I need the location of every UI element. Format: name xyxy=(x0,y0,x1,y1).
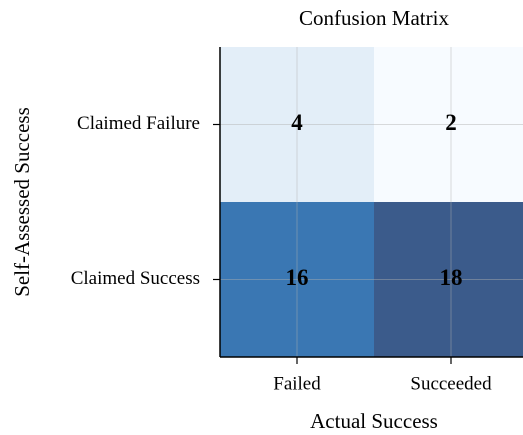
x-tick-label: Failed xyxy=(273,373,321,394)
value-label: 16 xyxy=(286,265,309,290)
chart-title: Confusion Matrix xyxy=(299,6,449,30)
y-axis-label: Self-Assessed Success xyxy=(10,107,34,297)
value-label: 18 xyxy=(440,265,463,290)
x-axis-label: Actual Success xyxy=(310,409,438,433)
heatmap-cell xyxy=(220,202,374,357)
y-tick-label: Claimed Success xyxy=(71,268,200,289)
heatmap-cell xyxy=(374,202,523,357)
value-label: 4 xyxy=(291,110,303,135)
x-tick-label: Succeeded xyxy=(410,373,492,394)
y-tick-label: Claimed Failure xyxy=(77,113,200,134)
heatmap-cell xyxy=(220,47,374,202)
value-label: 2 xyxy=(445,110,457,135)
heatmap-cell xyxy=(374,47,523,202)
